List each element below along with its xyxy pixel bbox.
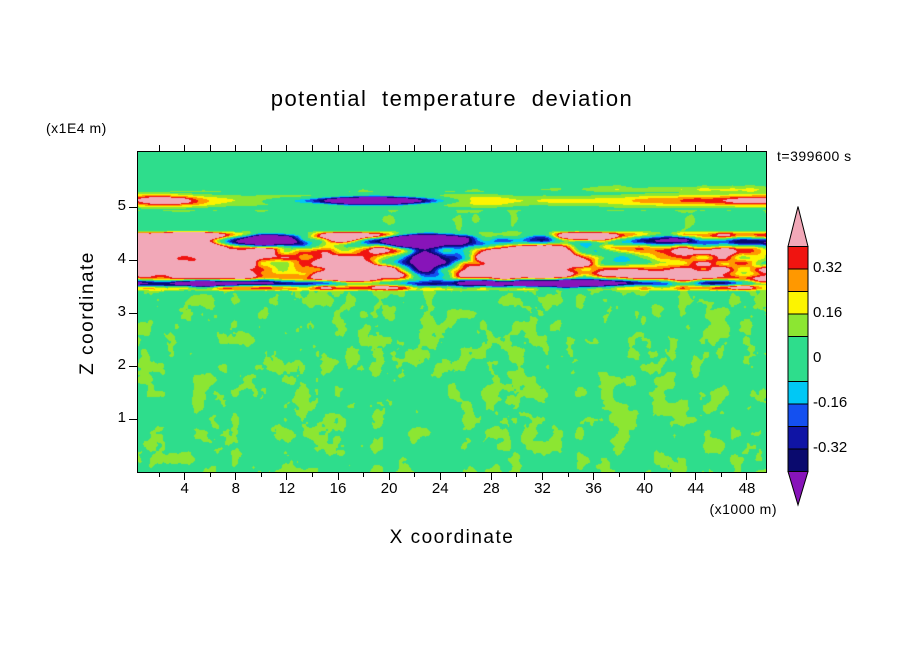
x-top-tick (209, 145, 211, 151)
x-major-tick (184, 473, 186, 480)
x-major-tick (439, 473, 441, 480)
plot-title: potential temperature deviation (270, 86, 634, 111)
x-top-tick (260, 145, 262, 151)
z-major-tick (129, 365, 137, 367)
x-top-tick (465, 145, 467, 151)
colorbar-label: -0.16 (813, 394, 848, 411)
colorbar-spike-top (787, 206, 809, 247)
x-major-tick (593, 473, 595, 480)
x-minor-tick (414, 473, 416, 477)
x-major-tick (286, 473, 288, 480)
x-top-tick (388, 145, 390, 151)
x-top-tick (184, 145, 186, 151)
time-label: t=399600 s (777, 148, 852, 164)
x-top-tick (669, 145, 671, 151)
x-major-tick (490, 473, 492, 480)
x-tick-label: 36 (585, 480, 602, 497)
x-tick-label: 44 (687, 480, 705, 497)
x-minor-tick (618, 473, 620, 477)
z-major-tick (129, 418, 137, 420)
x-minor-tick (669, 473, 671, 477)
x-tick-label: 20 (380, 480, 398, 497)
z-major-tick (129, 312, 137, 314)
x-axis-label: X coordinate (389, 527, 515, 548)
z-tick-label: 4 (117, 250, 126, 268)
x-top-tick (337, 145, 339, 151)
x-top-tick (567, 145, 569, 151)
x-tick-label: 24 (431, 480, 449, 497)
x-tick-label: 48 (738, 480, 756, 497)
x-top-tick (593, 145, 595, 151)
colorbar-band (787, 291, 809, 315)
colorbar-band (787, 246, 809, 270)
x-minor-tick (363, 473, 365, 477)
x-major-tick (388, 473, 390, 480)
x-top-tick (516, 145, 518, 151)
x-tick-label: 12 (278, 480, 296, 497)
x-top-tick (746, 145, 748, 151)
x-major-tick (235, 473, 237, 480)
colorbar-label: 0 (813, 349, 822, 366)
x-tick-label: 28 (483, 480, 500, 497)
x-axis-unit-label: (x1000 m) (709, 501, 777, 517)
colorbar-band (787, 426, 809, 450)
x-major-tick (746, 473, 748, 480)
x-top-tick (541, 145, 543, 151)
z-tick-label: 1 (117, 409, 126, 427)
x-top-tick (490, 145, 492, 151)
colorbar-band (787, 336, 809, 382)
y-axis-unit-label: (x1E4 m) (46, 120, 107, 136)
x-tick-label: 8 (231, 480, 240, 497)
colorbar-label: -0.32 (813, 439, 848, 456)
x-top-tick (644, 145, 646, 151)
x-major-tick (644, 473, 646, 480)
x-minor-tick (465, 473, 467, 477)
x-minor-tick (311, 473, 313, 477)
colorbar-label: 0.32 (813, 259, 843, 276)
x-top-tick (158, 145, 160, 151)
x-top-tick (286, 145, 288, 151)
x-top-tick (618, 145, 620, 151)
z-major-tick (129, 206, 137, 208)
z-tick-label: 2 (117, 356, 126, 374)
x-top-tick (363, 145, 365, 151)
x-major-tick (337, 473, 339, 480)
colorbar-band (787, 313, 809, 337)
x-top-tick (235, 145, 237, 151)
colorbar (787, 206, 809, 507)
x-minor-tick (158, 473, 160, 477)
x-top-tick (439, 145, 441, 151)
x-minor-tick (567, 473, 569, 477)
x-top-tick (720, 145, 722, 151)
x-minor-tick (260, 473, 262, 477)
colorbar-band (787, 268, 809, 292)
x-top-tick (311, 145, 313, 151)
x-major-tick (541, 473, 543, 480)
x-tick-label: 4 (180, 480, 189, 497)
x-tick-label: 16 (329, 480, 347, 497)
colorbar-spike-bottom (787, 471, 809, 507)
colorbar-band (787, 403, 809, 427)
contour-field-canvas (138, 152, 766, 472)
colorbar-band (787, 448, 809, 472)
z-tick-label: 3 (117, 303, 126, 321)
x-tick-label: 32 (534, 480, 551, 497)
x-minor-tick (209, 473, 211, 477)
x-major-tick (695, 473, 697, 480)
x-top-tick (695, 145, 697, 151)
x-minor-tick (516, 473, 518, 477)
x-minor-tick (720, 473, 722, 477)
z-tick-label: 5 (117, 197, 126, 215)
colorbar-band (787, 381, 809, 405)
colorbar-label: 0.16 (813, 304, 843, 321)
x-tick-label: 40 (636, 480, 654, 497)
z-major-tick (129, 259, 137, 261)
x-top-tick (414, 145, 416, 151)
